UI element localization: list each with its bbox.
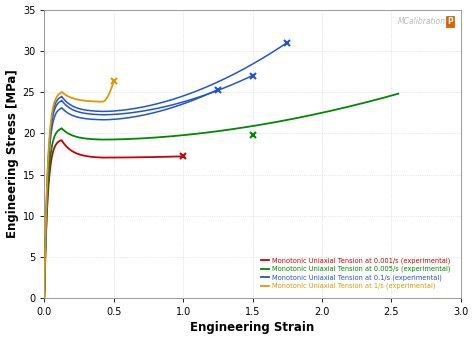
Text: P: P — [447, 17, 453, 26]
Y-axis label: Engineering Stress [MPa]: Engineering Stress [MPa] — [6, 69, 18, 238]
Legend: Monotonic Uniaxial Tension at 0.001/s (experimental), Monotonic Uniaxial Tension: Monotonic Uniaxial Tension at 0.001/s (e… — [259, 255, 453, 292]
X-axis label: Engineering Strain: Engineering Strain — [191, 321, 315, 335]
Text: MCalibration: MCalibration — [398, 17, 446, 26]
